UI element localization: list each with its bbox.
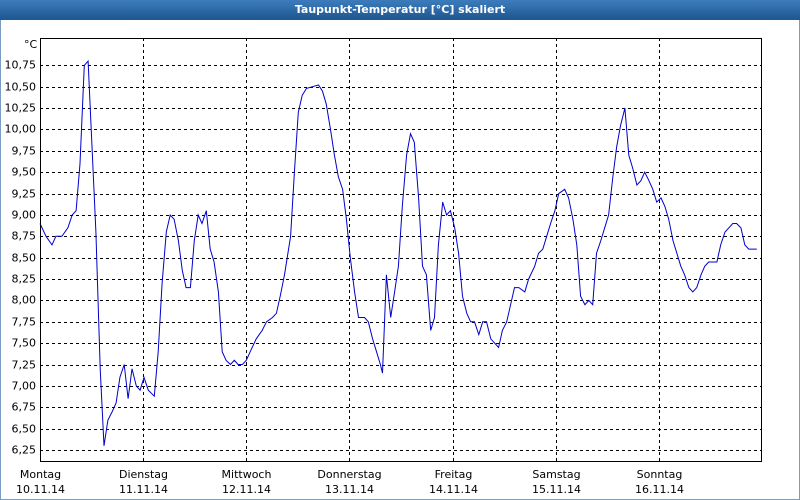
x-tick-label: Sonntag	[637, 468, 683, 481]
y-tick-label: 10,75	[5, 59, 37, 72]
x-tick-date: 16.11.14	[635, 483, 684, 496]
title-bar	[0, 0, 800, 20]
x-tick-label: Mittwoch	[222, 468, 272, 481]
y-tick-label: 8,00	[12, 294, 37, 307]
y-tick-label: 6,50	[12, 423, 37, 436]
x-tick-date: 14.11.14	[429, 483, 478, 496]
x-tick-label: Freitag	[435, 468, 473, 481]
y-tick-label: 9,25	[12, 188, 37, 201]
y-tick-label: 8,25	[12, 273, 37, 286]
x-tick-date: 12.11.14	[222, 483, 271, 496]
y-tick-label: 10,00	[5, 123, 37, 136]
y-tick-label: 6,25	[12, 444, 37, 457]
x-tick-date: 13.11.14	[325, 483, 374, 496]
x-tick-label: Montag	[20, 468, 61, 481]
y-tick-label: 10,50	[5, 81, 37, 94]
chart-title: Taupunkt-Temperatur [°C] skaliert	[295, 3, 505, 16]
plot-area: 6,25 6,50 6,75 7,00 7,25 7,50 7,75 8,00 8,25 8,50…	[5, 38, 762, 496]
y-tick-label: 9,75	[12, 145, 37, 158]
x-tick-label: Dienstag	[119, 468, 168, 481]
data-line	[39, 59, 757, 446]
x-tick-label: Donnerstag	[317, 468, 381, 481]
y-axis-unit: °C	[24, 38, 38, 51]
x-tick-date: 11.11.14	[119, 483, 168, 496]
y-tick-label: 7,75	[12, 316, 37, 329]
y-tick-label: 9,50	[12, 166, 37, 179]
x-tick-date: 10.11.14	[16, 483, 65, 496]
y-tick-label: 8,50	[12, 252, 37, 265]
y-tick-label: 7,25	[12, 359, 37, 372]
y-tick-label: 7,50	[12, 337, 37, 350]
y-tick-label: 9,00	[12, 209, 37, 222]
x-tick-date: 15.11.14	[532, 483, 581, 496]
y-tick-label: 8,75	[12, 230, 37, 243]
y-tick-label: 6,75	[12, 401, 37, 414]
y-tick-label: 7,00	[12, 380, 37, 393]
plot-frame	[40, 38, 762, 462]
x-tick-label: Samstag	[532, 468, 580, 481]
y-tick-label: 10,25	[5, 102, 37, 115]
